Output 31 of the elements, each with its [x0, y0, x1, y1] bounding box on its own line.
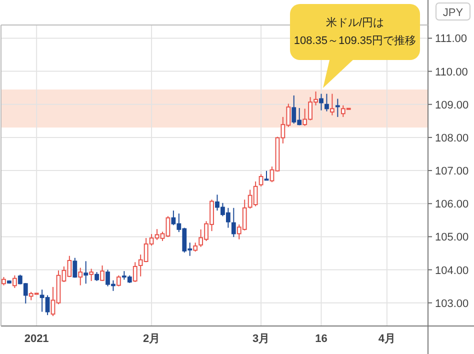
y-tick-label: 104.00 — [435, 264, 469, 277]
candlestick — [84, 260, 88, 284]
candlestick — [319, 93, 324, 111]
candlestick — [116, 274, 121, 287]
y-tick-label: 105.00 — [435, 232, 469, 244]
y-tick-label: 111.00 — [435, 33, 468, 46]
x-tick-label: 2月 — [142, 333, 160, 345]
y-tick-label: 107.00 — [435, 166, 469, 178]
candlestick — [324, 93, 329, 112]
candlestick — [330, 93, 334, 116]
y-tick-label: 103.00 — [435, 298, 469, 310]
candlestick — [231, 207, 236, 238]
candlestick — [78, 267, 83, 286]
y-axis-title: JPY — [442, 7, 464, 19]
candlestick — [72, 257, 78, 278]
x-tick-label: 3月 — [252, 333, 270, 345]
y-tick-label: 106.00 — [435, 198, 469, 211]
y-tick-label: 109.00 — [435, 99, 469, 112]
annotation: 米ドル/円は 108.35～109.35円で推移 — [294, 16, 416, 47]
candlestick — [264, 170, 269, 181]
y-tick-label: 110.00 — [435, 66, 468, 78]
candlestick — [89, 268, 94, 282]
x-tick-label: 16 — [315, 333, 328, 345]
y-tick-label: 108.00 — [435, 132, 469, 144]
candlestick — [100, 264, 104, 282]
x-tick-label: 4月 — [378, 333, 396, 345]
candlestick — [335, 98, 340, 118]
candlestick — [258, 174, 264, 187]
candlestick — [12, 274, 17, 288]
x-tick-label: 2021 — [24, 333, 49, 345]
candlestick — [132, 262, 138, 283]
